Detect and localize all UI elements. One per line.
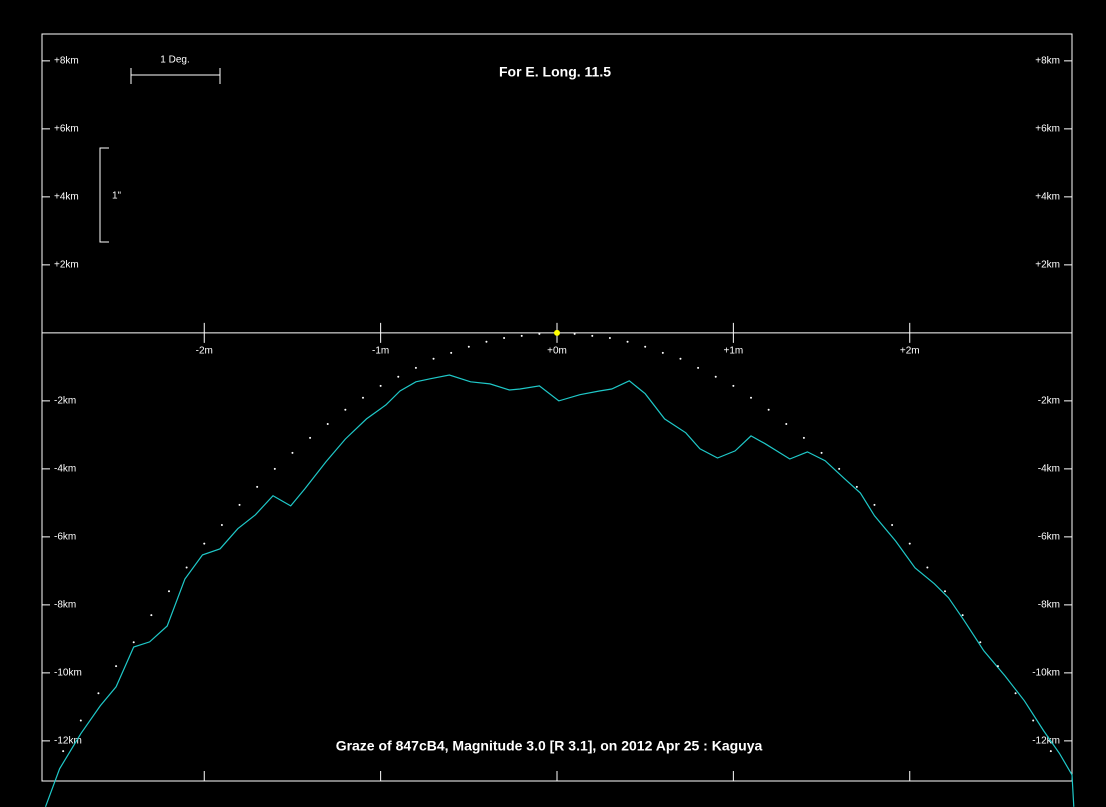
limb-dot <box>326 422 329 425</box>
limb-dot <box>379 384 382 387</box>
y-tick-label: -4km <box>54 464 76 475</box>
y-tick-label-right: +2km <box>1035 260 1060 271</box>
limb-dot <box>115 665 118 668</box>
limb-dot <box>344 408 347 411</box>
limb-dot <box>432 357 435 360</box>
limb-dot <box>520 334 523 337</box>
limb-dot <box>891 523 894 526</box>
limb-dot <box>908 542 911 545</box>
limb-dot <box>802 436 805 439</box>
limb-dot <box>450 351 453 354</box>
x-tick-label: +2m <box>900 346 920 357</box>
limb-dot <box>1014 692 1017 695</box>
y-tick-label-right: +8km <box>1035 56 1060 67</box>
y-tick-label-right: -10km <box>1032 668 1060 679</box>
limb-dot <box>150 614 153 617</box>
profile-line <box>44 374 1075 807</box>
limb-dot <box>1049 750 1052 753</box>
y-tick-label: -10km <box>54 668 82 679</box>
y-tick-label-right: +6km <box>1035 124 1060 135</box>
limb-dot <box>309 436 312 439</box>
degree-scale-label: 1 Deg. <box>160 55 189 66</box>
limb-dot <box>838 467 841 470</box>
limb-dot <box>97 692 100 695</box>
degree-scale-bar <box>130 68 221 84</box>
limb-dot <box>467 345 470 348</box>
y-tick-label: -12km <box>54 736 82 747</box>
y-tick-label-right: -6km <box>1038 532 1060 543</box>
arcsec-scale-bar <box>99 147 109 243</box>
limb-dot <box>79 719 82 722</box>
y-tick-label: +6km <box>54 124 79 135</box>
limb-dot <box>238 503 241 506</box>
limb-dot <box>750 396 753 399</box>
y-tick-label-right: -2km <box>1038 396 1060 407</box>
limb-dot <box>291 451 294 454</box>
chart-title: For E. Long. 11.5 <box>499 64 611 80</box>
limb-dot <box>220 523 223 526</box>
limb-dot <box>185 566 188 569</box>
y-tick-label: +4km <box>54 192 79 203</box>
y-tick-label: -8km <box>54 600 76 611</box>
limb-dot <box>873 503 876 506</box>
limb-dot <box>414 366 417 369</box>
limb-dot <box>626 340 629 343</box>
y-tick-label: -6km <box>54 532 76 543</box>
star-marker <box>554 329 560 336</box>
limb-dot <box>203 542 206 545</box>
limb-dot <box>503 336 506 339</box>
x-tick-label: +0m <box>547 346 567 357</box>
limb-dot <box>944 590 947 593</box>
limb-dot <box>256 485 259 488</box>
limb-dot <box>785 422 788 425</box>
limb-dot <box>397 375 400 378</box>
limb-dot <box>732 384 735 387</box>
limb-dot <box>697 366 700 369</box>
limb-dot <box>961 614 964 617</box>
y-tick-label: +8km <box>54 56 79 67</box>
limb-dot <box>855 485 858 488</box>
limb-dot <box>132 641 135 644</box>
limb-dot <box>573 332 576 335</box>
limb-dot <box>979 641 982 644</box>
limb-dot <box>926 566 929 569</box>
limb-dot <box>361 396 364 399</box>
x-tick-label: -1m <box>372 346 389 357</box>
limb-dot <box>167 590 170 593</box>
limb-dot <box>485 340 488 343</box>
caption: Graze of 847cB4, Magnitude 3.0 [R 3.1], … <box>336 738 763 754</box>
y-tick-label: -2km <box>54 396 76 407</box>
limb-dot <box>62 750 65 753</box>
limb-dot <box>273 467 276 470</box>
limb-dot <box>767 408 770 411</box>
limb-dot <box>591 334 594 337</box>
y-tick-label: +2km <box>54 260 79 271</box>
limb-dot <box>608 336 611 339</box>
limb-dot <box>1032 719 1035 722</box>
limb-dot <box>996 665 999 668</box>
plot-frame <box>41 33 1073 782</box>
x-tick-label: -2m <box>196 346 213 357</box>
limb-dot <box>679 357 682 360</box>
limb-dot <box>538 332 541 335</box>
x-tick-label: +1m <box>724 346 744 357</box>
limb-dot <box>714 375 717 378</box>
limb-dot <box>820 451 823 454</box>
y-tick-label-right: -12km <box>1032 736 1060 747</box>
limb-dot <box>644 345 647 348</box>
y-tick-label-right: -4km <box>1038 464 1060 475</box>
arcsec-scale-label: 1" <box>112 191 122 202</box>
y-tick-label-right: +4km <box>1035 192 1060 203</box>
y-tick-label-right: -8km <box>1038 600 1060 611</box>
limb-dot <box>661 351 664 354</box>
